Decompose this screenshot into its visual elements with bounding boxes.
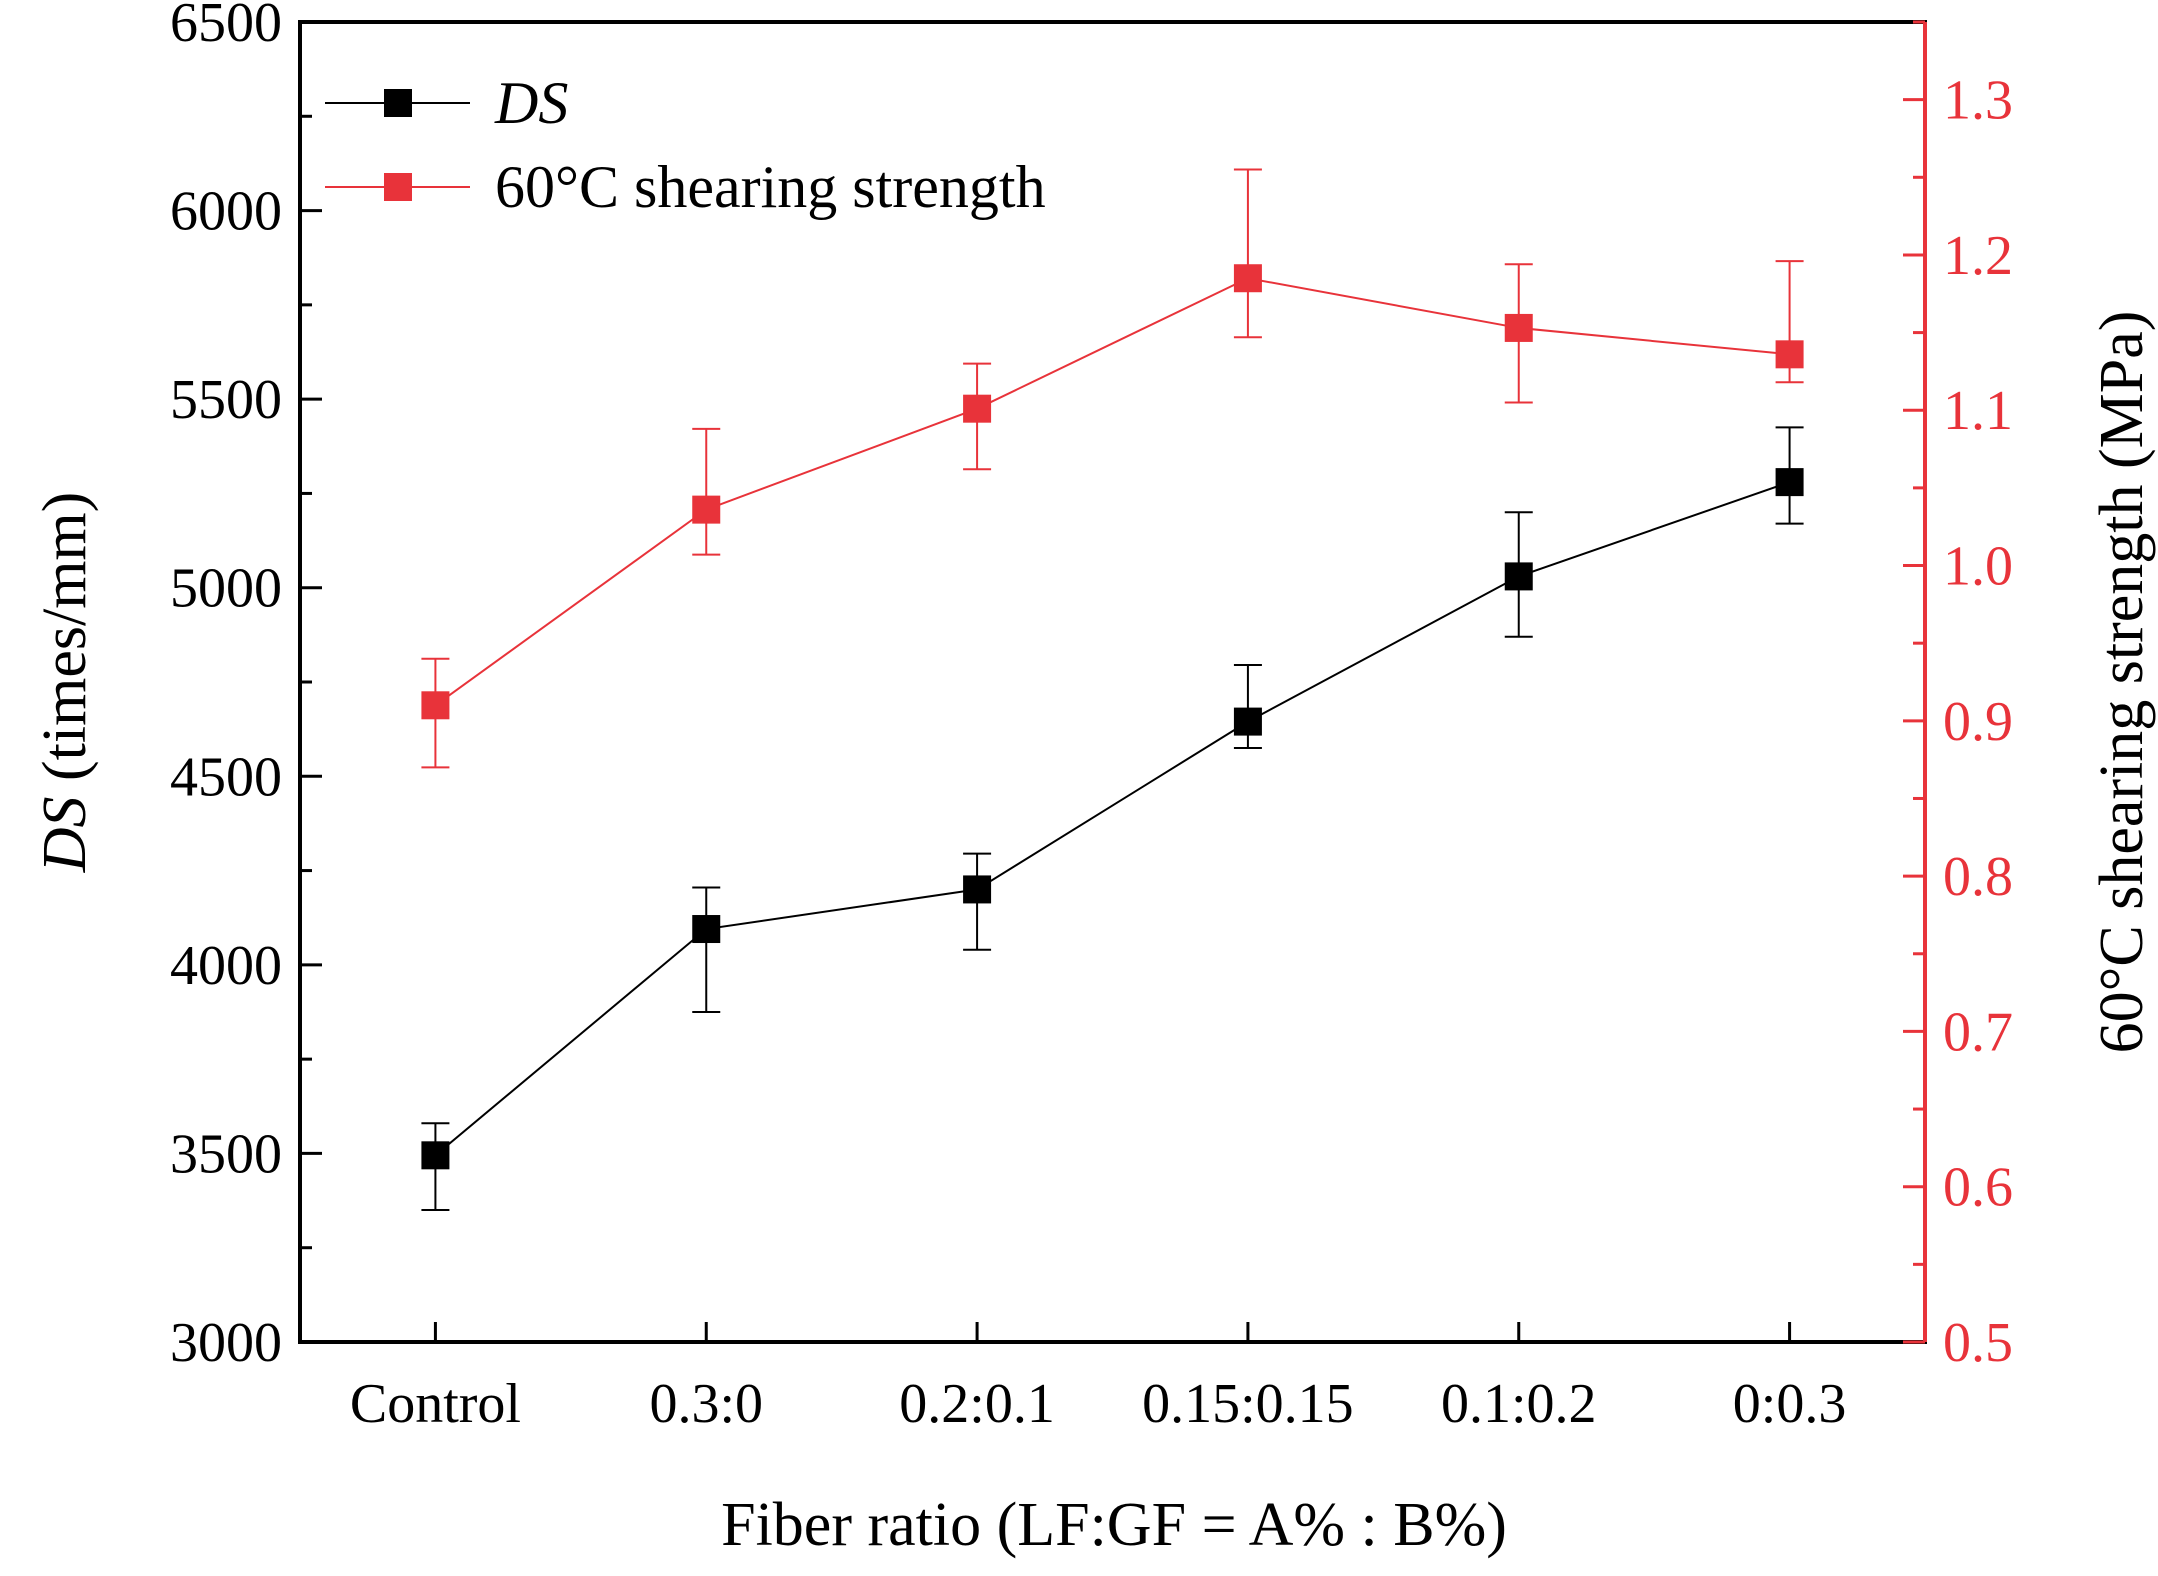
data-point — [1504, 313, 1533, 342]
x-axis: Control 0.3:0 0.2:0.1 0.15:0.15 0.1:0.2 0:0.3 — [350, 1322, 1847, 1435]
y-tick-label: 6000 — [170, 181, 282, 243]
y2-axis-title: 60°C shearing strength (MPa) — [2088, 311, 2156, 1054]
left-axis: 3000 3500 4000 4500 5000 5500 6000 6500 — [170, 0, 322, 1374]
data-point — [1233, 264, 1262, 293]
y-tick-label: 4500 — [170, 746, 282, 808]
data-point — [1775, 340, 1804, 369]
y2-tick-label: 0.6 — [1943, 1157, 2013, 1219]
y-tick-label: 5500 — [170, 369, 282, 431]
y2-tick-label: 0.8 — [1943, 846, 2013, 908]
y2-tick-label: 0.7 — [1943, 1001, 2013, 1063]
y-tick-label: 4000 — [170, 935, 282, 997]
y2-tick-label: 1.0 — [1943, 536, 2013, 598]
data-point — [421, 691, 450, 720]
x-tick-label: 0.15:0.15 — [1142, 1373, 1354, 1435]
y2-tick-label: 1.3 — [1943, 70, 2013, 132]
y2-tick-label: 1.1 — [1943, 380, 2013, 442]
legend: DS 60°C shearing strength — [325, 70, 1046, 220]
y-tick-label: 3500 — [170, 1123, 282, 1185]
x-tick-label: Control — [350, 1373, 521, 1435]
series-line — [434, 277, 1790, 707]
x-tick-label: 0.3:0 — [649, 1373, 763, 1435]
data-point — [1504, 562, 1533, 591]
series-0 — [421, 426, 1804, 1211]
y-axis-title: DS (times/mm) — [31, 492, 99, 874]
legend-shear-label: 60°C shearing strength — [495, 154, 1046, 220]
data-point — [963, 394, 992, 423]
y2-tick-label: 0.5 — [1943, 1312, 2013, 1374]
x-tick-label: 0.2:0.1 — [899, 1373, 1055, 1435]
data-point — [1775, 468, 1804, 497]
y2-tick-label: 1.2 — [1943, 225, 2013, 287]
data-point — [692, 495, 721, 524]
legend-ds-marker — [384, 89, 412, 117]
y-tick-label: 3000 — [170, 1312, 282, 1374]
data-point — [421, 1141, 450, 1170]
y2-tick-label: 0.9 — [1943, 691, 2013, 753]
series-line — [434, 481, 1790, 1157]
series-1 — [421, 168, 1804, 769]
y-tick-label: 5000 — [170, 558, 282, 620]
x-axis-title: Fiber ratio (LF:GF = A% : B%) — [721, 1491, 1507, 1559]
data-point — [692, 915, 721, 944]
data-point — [963, 875, 992, 904]
y-tick-label: 6500 — [170, 0, 282, 54]
series-layer — [421, 168, 1804, 1211]
legend-ds-label: DS — [494, 70, 568, 136]
right-axis: 0.5 0.6 0.7 0.8 0.9 1.0 1.1 1.2 1.3 — [1903, 20, 2013, 1374]
legend-shear-marker — [384, 173, 412, 201]
data-point — [1233, 707, 1262, 736]
plot-frame — [298, 20, 1927, 1344]
x-tick-label: 0.1:0.2 — [1441, 1373, 1597, 1435]
x-tick-label: 0:0.3 — [1733, 1373, 1847, 1435]
